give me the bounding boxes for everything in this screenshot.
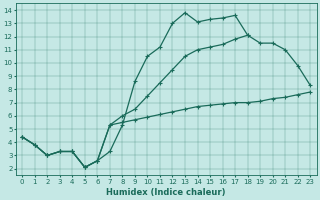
X-axis label: Humidex (Indice chaleur): Humidex (Indice chaleur) xyxy=(107,188,226,197)
